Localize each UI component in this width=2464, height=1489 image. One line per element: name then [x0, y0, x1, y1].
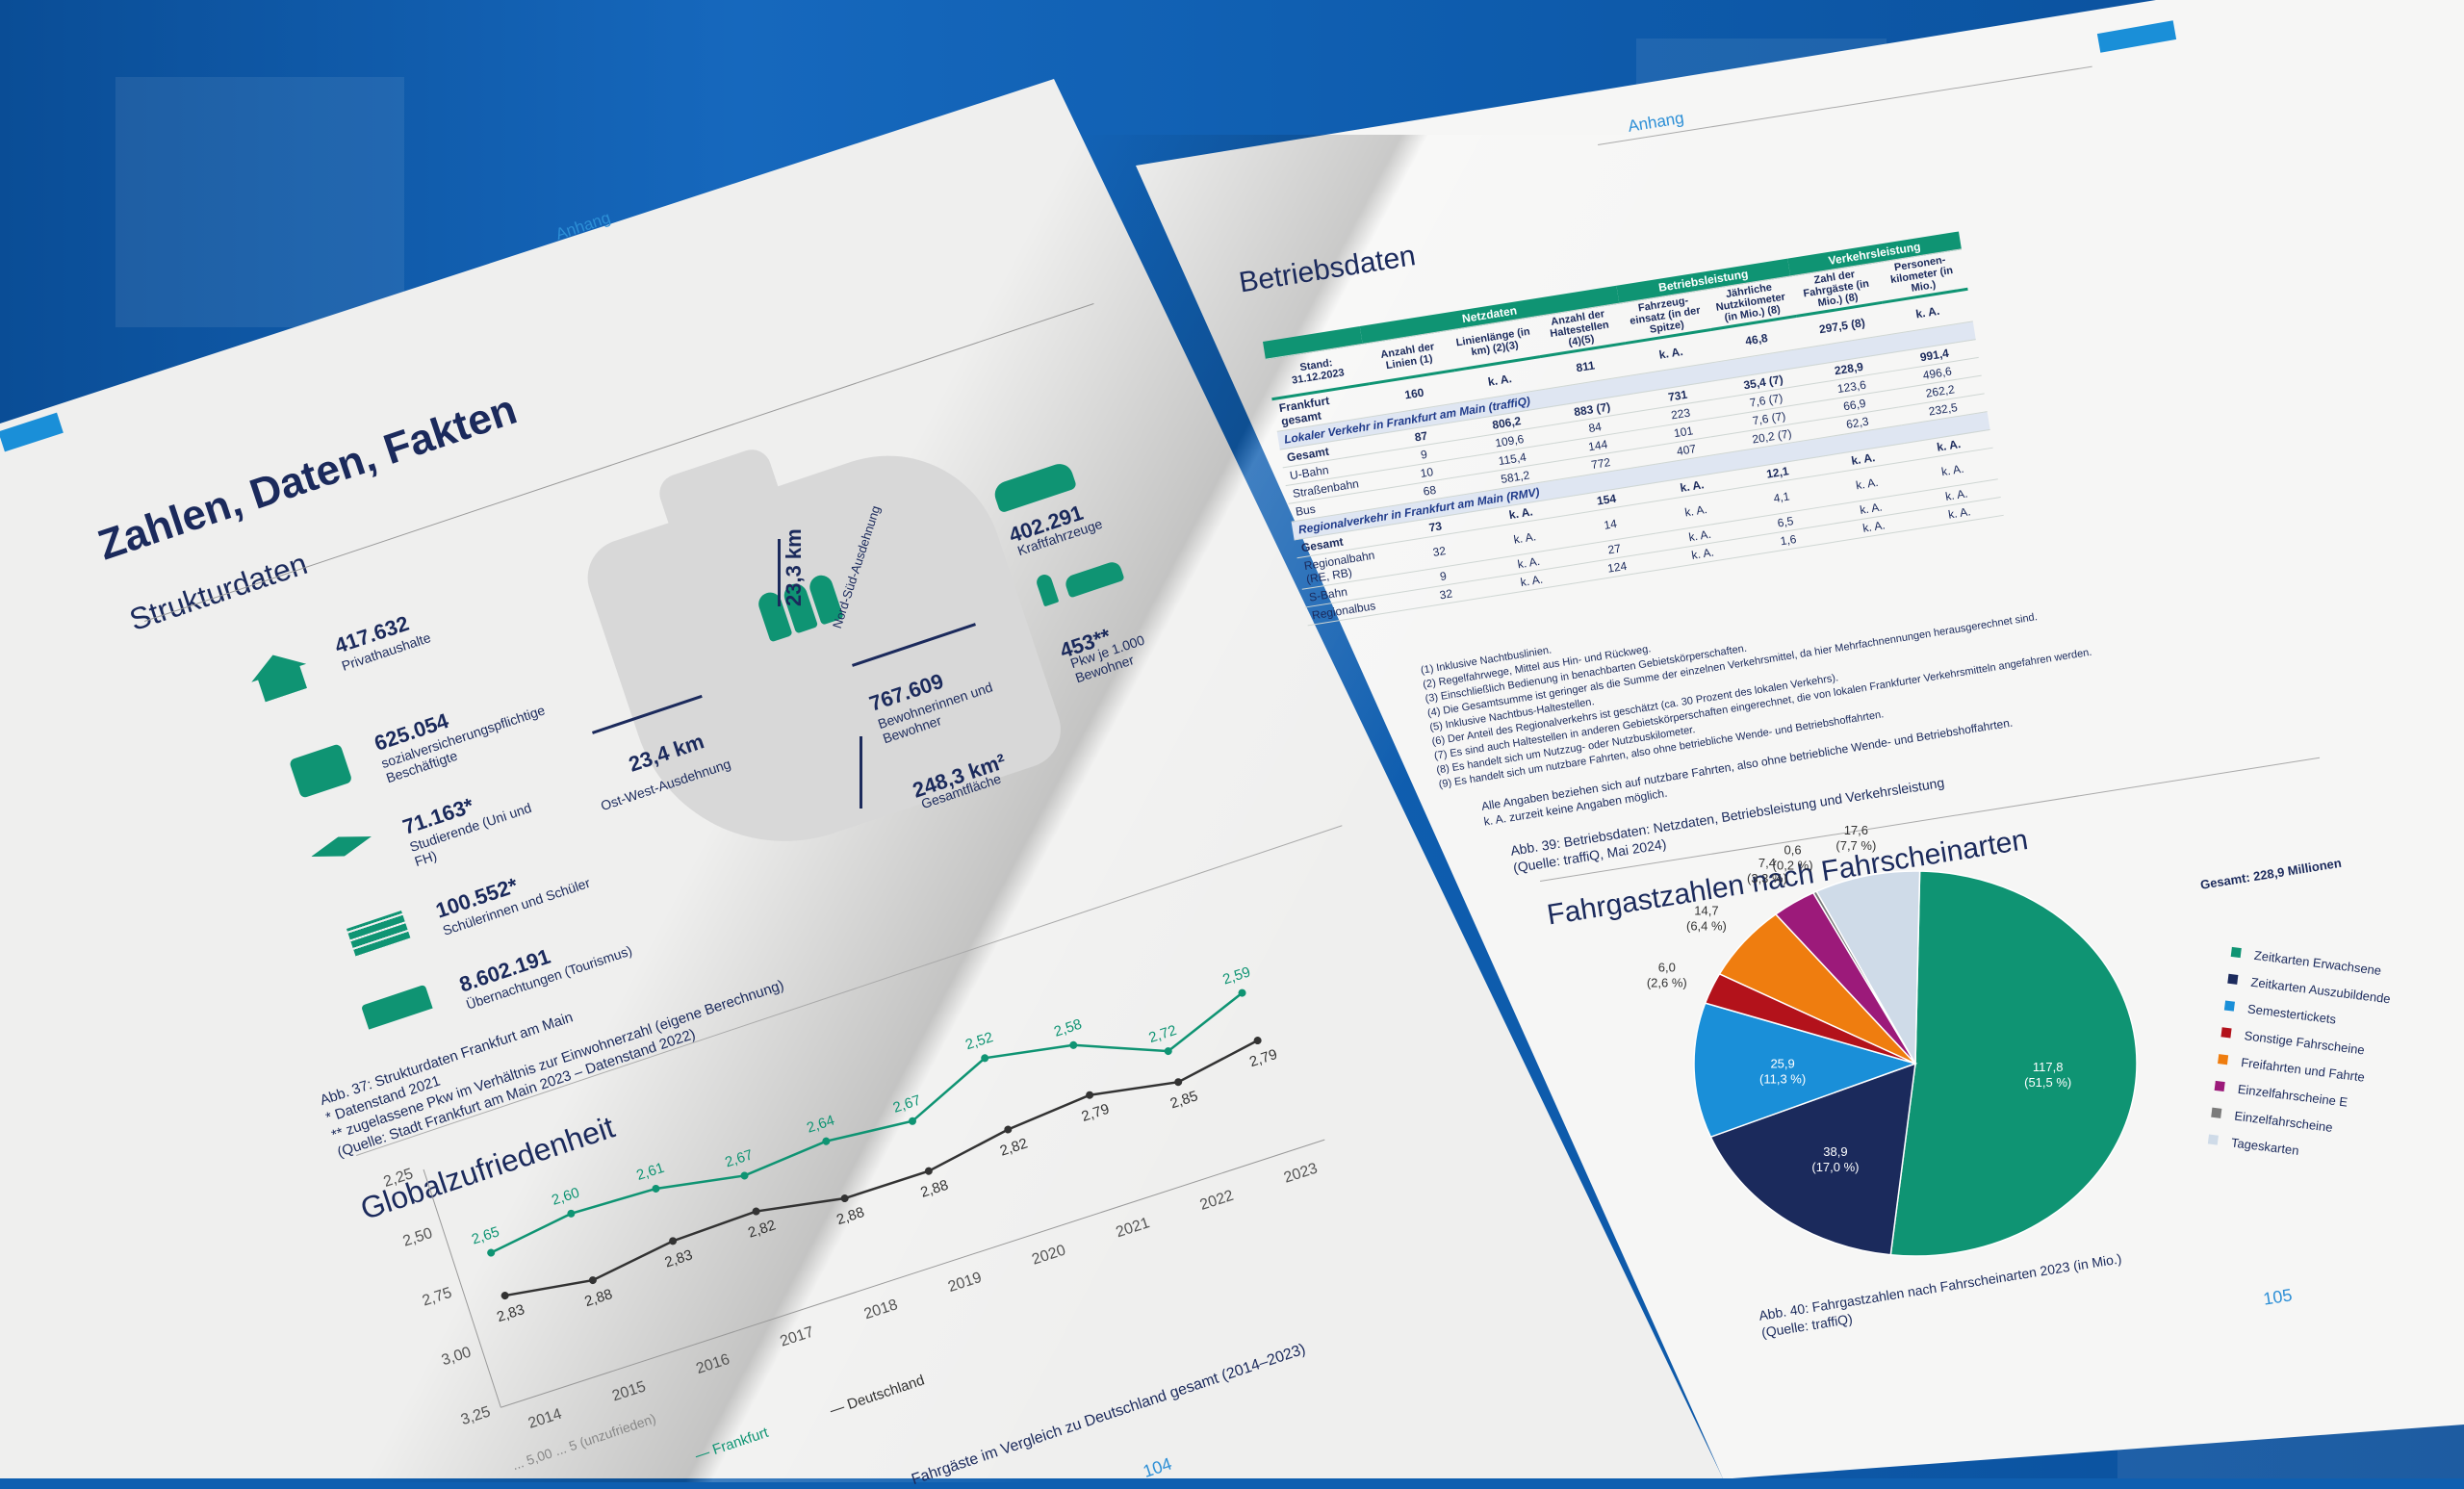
slice-value-label: 0,6: [1784, 843, 1802, 858]
data-point: [840, 1194, 849, 1203]
data-point: [1004, 1125, 1013, 1134]
legend-swatch: [2227, 973, 2239, 985]
data-point: [652, 1184, 660, 1193]
slice-value-label: 117,8: [2033, 1060, 2064, 1074]
legend-label: Tageskarten: [2230, 1134, 2300, 1158]
data-point: [567, 1209, 576, 1218]
data-point: [669, 1237, 678, 1245]
legend-swatch: [2223, 1000, 2236, 1012]
data-point: [588, 1276, 597, 1285]
data-point: [981, 1054, 989, 1063]
slice-percent-label: (0,2 %): [1773, 859, 1813, 873]
slice-percent-label: (3,3 %): [1747, 871, 1787, 886]
pie-slice: [1815, 870, 1921, 1066]
data-point: [1174, 1078, 1183, 1087]
data-point: [740, 1171, 749, 1180]
slice-value-label: 6,0: [1658, 960, 1676, 974]
data-point: [1238, 988, 1246, 997]
data-point: [822, 1137, 831, 1145]
ns-arrow-down: [860, 736, 862, 809]
legend-swatch: [2218, 1054, 2229, 1065]
slice-percent-label: (6,4 %): [1686, 918, 1727, 933]
slice-percent-label: (17,0 %): [1811, 1160, 1859, 1174]
legend-swatch: [2214, 1080, 2225, 1092]
slice-value-label: 7,4: [1758, 856, 1776, 870]
y-axis: [423, 1168, 501, 1408]
data-point: [1253, 1037, 1262, 1045]
legend-swatch: [2207, 1134, 2219, 1145]
series-line-frankfurt: [490, 991, 1244, 1254]
slice-percent-label: (51,5 %): [2024, 1075, 2071, 1090]
pie-legend: Zeitkarten Erwachsene Zeitkarten Auszubil…: [2207, 938, 2396, 1172]
data-point: [909, 1117, 917, 1125]
slice-percent-label: (2,6 %): [1647, 975, 1687, 989]
data-point: [1164, 1047, 1172, 1056]
legend-swatch: [2211, 1107, 2222, 1118]
data-point: [1069, 1040, 1078, 1049]
pie-slice: [1889, 870, 2138, 1257]
data-point: [1086, 1091, 1094, 1099]
ns-arrow: [778, 539, 781, 606]
x-axis: [500, 1139, 1325, 1408]
legend-swatch: [2220, 1027, 2232, 1039]
slice-value-label: 25,9: [1770, 1056, 1794, 1070]
data-point: [487, 1248, 496, 1257]
data-point: [924, 1167, 933, 1175]
legend-swatch: [2230, 946, 2242, 959]
slice-percent-label: (11,3 %): [1759, 1071, 1806, 1086]
slice-value-label: 38,9: [1823, 1144, 1847, 1159]
data-point: [752, 1207, 760, 1216]
slice-percent-label: (7,7 %): [1835, 838, 1876, 853]
data-point: [500, 1292, 509, 1300]
slice-value-label: 17,6: [1844, 823, 1868, 837]
series-line-deutschland: [504, 1039, 1259, 1297]
pie-slice: [1709, 1062, 1916, 1256]
background-window: [116, 77, 404, 327]
slice-value-label: 14,7: [1694, 903, 1718, 917]
pie-slice: [1693, 1002, 1918, 1139]
